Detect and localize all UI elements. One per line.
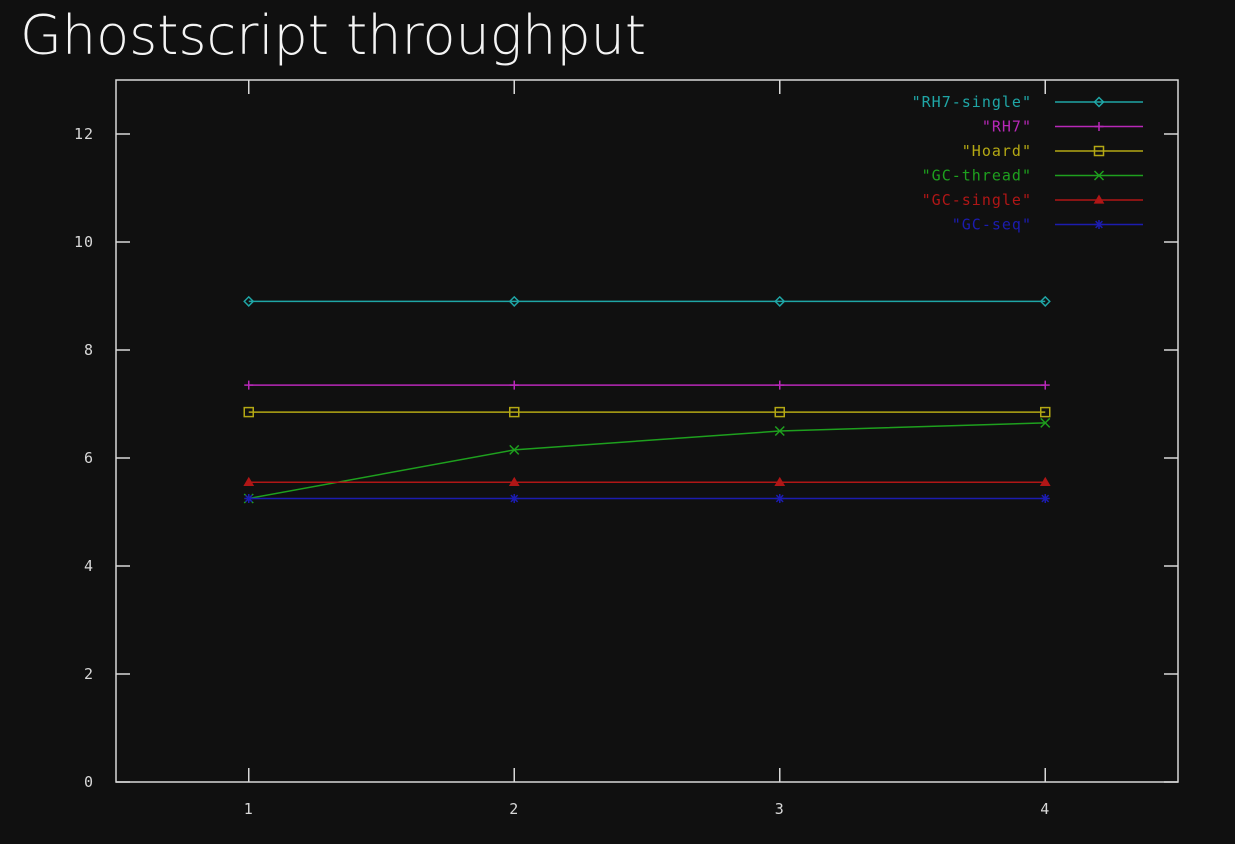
series-lines	[243, 295, 1051, 504]
legend-marker	[1093, 194, 1105, 204]
legend-label: "Hoard"	[962, 142, 1032, 160]
y-tick-label: 8	[84, 341, 94, 359]
marker-shape	[1040, 417, 1051, 428]
marker-shape	[1093, 170, 1105, 181]
series-2	[243, 406, 1051, 418]
data-point	[508, 295, 520, 307]
marker-shape	[774, 295, 786, 307]
data-point	[1040, 406, 1051, 418]
marker-shape	[244, 494, 253, 503]
data-point	[774, 406, 785, 418]
marker-shape	[243, 295, 255, 307]
data-point	[243, 476, 255, 486]
marker-shape	[508, 476, 520, 486]
data-point	[1039, 476, 1051, 486]
data-point	[1040, 380, 1050, 390]
data-point	[509, 406, 520, 418]
data-point	[244, 380, 254, 390]
marker-shape	[1095, 220, 1103, 229]
x-tick-label: 4	[1040, 800, 1050, 818]
marker-shape	[510, 494, 519, 503]
legend-marker	[1094, 220, 1104, 229]
data-point	[1039, 295, 1051, 307]
legend: "RH7-single" "RH7" "Hoard" "GC-thread" "GC-s…	[912, 93, 1143, 234]
y-tick-label: 12	[74, 125, 94, 143]
x-tick-label: 1	[244, 800, 254, 818]
legend-marker	[1094, 122, 1104, 131]
marker-shape	[508, 295, 520, 307]
marker-shape	[1093, 194, 1105, 204]
data-point	[244, 494, 254, 503]
data-point	[774, 295, 786, 307]
legend-entry-2: "Hoard"	[962, 142, 1143, 160]
series-1	[244, 380, 1050, 390]
x-tick-label: 3	[775, 800, 785, 818]
y-tick-label: 2	[84, 665, 94, 683]
slide-title: Ghostscript throughput	[20, 4, 647, 67]
legend-label: "RH7"	[982, 118, 1032, 136]
y-tick-label: 10	[74, 233, 94, 251]
marker-shape	[1041, 494, 1050, 503]
marker-shape	[774, 476, 786, 486]
marker-shape	[1039, 476, 1051, 486]
legend-entry-1: "RH7"	[982, 118, 1143, 136]
legend-label: "GC-thread"	[922, 167, 1032, 185]
legend-entry-4: "GC-single"	[922, 191, 1143, 209]
data-point	[775, 494, 785, 503]
legend-label: "RH7-single"	[912, 93, 1032, 111]
y-tick-label: 0	[84, 773, 94, 791]
data-point	[774, 425, 785, 437]
data-point	[508, 476, 520, 486]
marker-shape	[1039, 295, 1051, 307]
data-point	[775, 380, 785, 390]
legend-marker	[1093, 170, 1105, 181]
marker-shape	[243, 476, 255, 486]
y-tick-label: 6	[84, 449, 94, 467]
series-3	[243, 417, 1051, 504]
marker-shape	[774, 406, 785, 418]
y-tick-label: 4	[84, 557, 94, 575]
marker-shape	[1040, 406, 1051, 418]
data-point	[243, 295, 255, 307]
x-tick-label: 2	[509, 800, 519, 818]
legend-entry-5: "GC-seq"	[952, 216, 1143, 234]
plot-frame	[115, 79, 1179, 783]
marker-shape	[775, 494, 784, 503]
marker-shape	[509, 406, 520, 418]
data-point	[509, 494, 519, 503]
marker-shape	[1093, 145, 1105, 157]
data-point	[1040, 417, 1051, 428]
legend-label: "GC-seq"	[952, 216, 1032, 234]
marker-shape	[1093, 96, 1105, 108]
legend-entry-0: "RH7-single"	[912, 93, 1143, 111]
data-point	[243, 406, 254, 418]
legend-entry-3: "GC-thread"	[922, 167, 1143, 185]
series-0	[243, 295, 1051, 307]
series-4	[243, 476, 1051, 486]
legend-label: "GC-single"	[922, 191, 1032, 209]
series-line	[248, 422, 1046, 500]
data-point	[1040, 494, 1050, 503]
data-point	[774, 476, 786, 486]
legend-marker	[1093, 145, 1105, 157]
series-5	[244, 494, 1050, 503]
marker-shape	[509, 444, 520, 455]
legend-marker	[1093, 96, 1105, 108]
data-point	[509, 444, 520, 455]
data-point	[509, 380, 519, 390]
marker-shape	[243, 406, 254, 418]
marker-shape	[774, 425, 785, 437]
